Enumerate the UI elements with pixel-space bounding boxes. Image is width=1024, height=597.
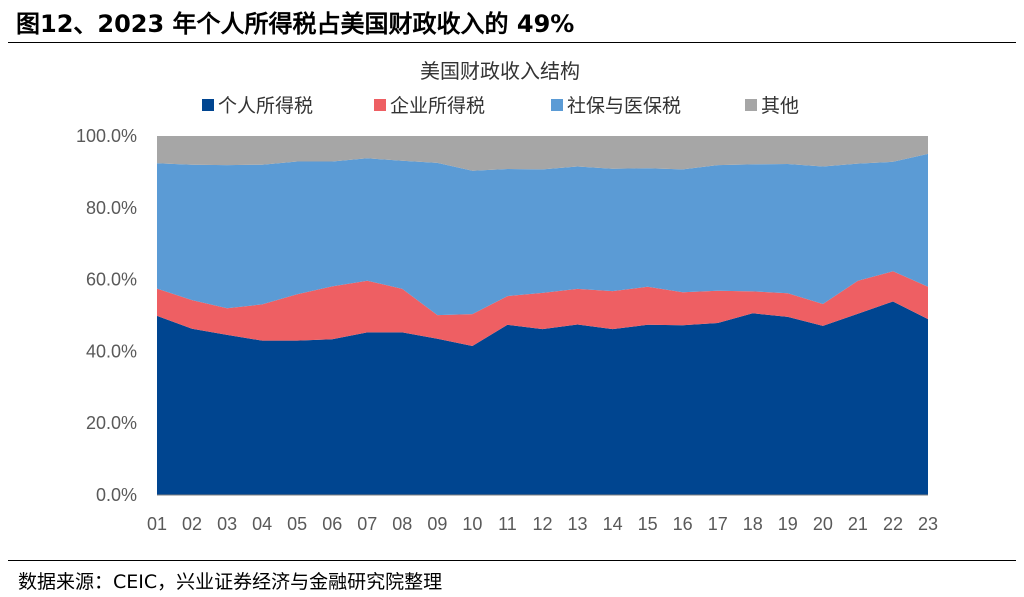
x-tick-label: 23	[918, 514, 938, 534]
figure-title: 图12、2023 年个人所得税占美国财政收入的 49%	[16, 10, 575, 38]
x-tick-label: 12	[532, 514, 552, 534]
legend-item-3: 社保与医保税	[551, 95, 681, 117]
legend-item-1: 个人所得税	[202, 95, 313, 117]
x-tick-label: 07	[357, 514, 377, 534]
legend-item-4: 其他	[745, 95, 799, 117]
x-tick-label: 06	[322, 514, 342, 534]
x-tick-label: 04	[252, 514, 272, 534]
x-tick-label: 01	[147, 514, 167, 534]
legend-swatch	[202, 99, 214, 111]
x-tick-label: 20	[813, 514, 833, 534]
legend-item-2: 企业所得税	[374, 95, 485, 117]
y-tick-label: 80.0%	[86, 198, 137, 218]
legend-swatch	[551, 99, 563, 111]
x-tick-label: 14	[603, 514, 623, 534]
legend-swatch	[745, 99, 757, 111]
x-tick-label: 15	[638, 514, 658, 534]
area-series-4	[157, 136, 928, 171]
area-series-2	[157, 271, 928, 346]
source-note: 数据来源：CEIC，兴业证券经济与金融研究院整理	[18, 571, 443, 593]
x-tick-label: 05	[287, 514, 307, 534]
legend: 个人所得税 企业所得税 社保与医保税 其他	[202, 95, 799, 117]
plot-area	[157, 136, 928, 495]
x-tick-label: 18	[743, 514, 763, 534]
area-series-1	[157, 301, 928, 495]
axes: 0.0% 20.0% 40.0% 60.0% 80.0% 100.0% 01 02 03 04 05…	[76, 126, 938, 534]
y-tick-label: 40.0%	[86, 341, 137, 361]
legend-label: 企业所得税	[390, 95, 485, 117]
y-tick-label: 0.0%	[96, 485, 137, 505]
x-tick-label: 16	[673, 514, 693, 534]
y-tick-label: 100.0%	[76, 126, 137, 146]
y-tick-label: 60.0%	[86, 270, 137, 290]
x-tick-label: 17	[708, 514, 728, 534]
x-tick-label: 22	[883, 514, 903, 534]
chart-title: 美国财政收入结构	[420, 59, 580, 83]
legend-swatch	[374, 99, 386, 111]
x-tick-label: 19	[778, 514, 798, 534]
x-tick-label: 09	[427, 514, 447, 534]
area-series-3	[157, 153, 928, 316]
x-tick-label: 13	[568, 514, 588, 534]
legend-label: 社保与医保税	[567, 95, 681, 117]
x-tick-label: 21	[848, 514, 868, 534]
x-tick-label: 08	[392, 514, 412, 534]
x-tick-label: 11	[498, 514, 517, 534]
legend-label: 个人所得税	[218, 95, 313, 117]
y-tick-label: 20.0%	[86, 413, 137, 433]
x-tick-label: 02	[182, 514, 202, 534]
x-tick-label: 03	[217, 514, 237, 534]
bottom-rule	[8, 560, 1016, 561]
top-rule	[8, 42, 1016, 43]
x-tick-label: 10	[462, 514, 482, 534]
legend-label: 其他	[761, 95, 799, 117]
